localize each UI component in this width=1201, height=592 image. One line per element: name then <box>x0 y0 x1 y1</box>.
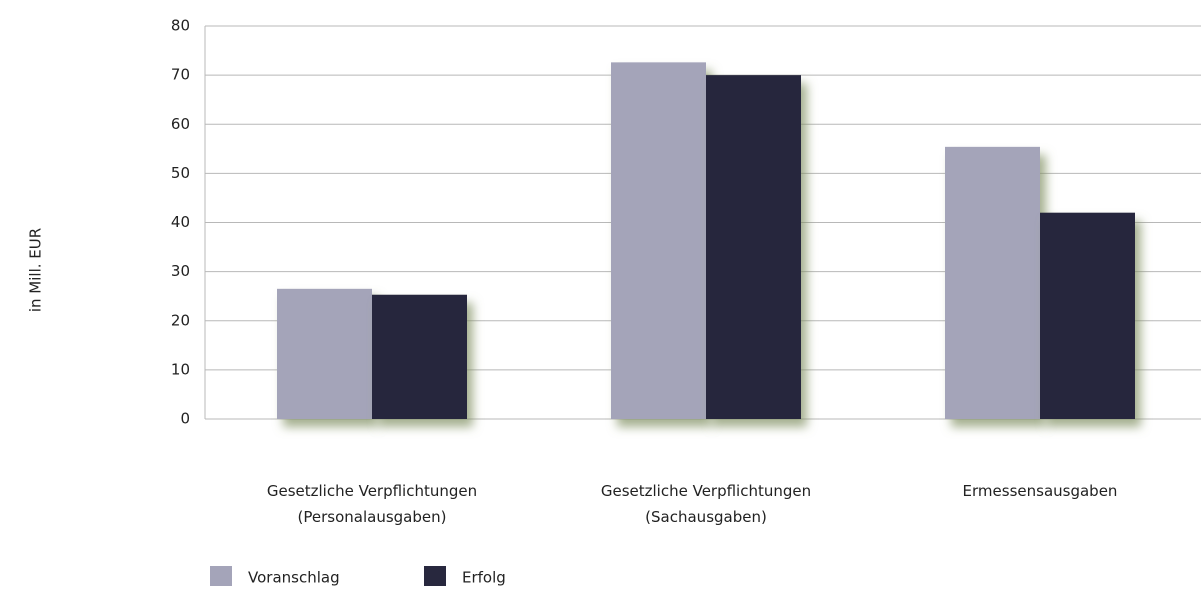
y-tick-label: 0 <box>180 410 190 428</box>
y-axis-label: in Mill. EUR <box>27 228 45 312</box>
x-tick-label: Ermessensausgaben <box>962 482 1118 500</box>
y-tick-label: 50 <box>171 164 190 182</box>
x-tick-label: Gesetzliche Verpflichtungen (Personalaus… <box>266 482 478 526</box>
legend-swatch <box>424 566 446 586</box>
y-tick-label: 20 <box>171 311 190 329</box>
y-tick-label: 40 <box>171 213 190 231</box>
y-tick-label: 80 <box>171 17 190 35</box>
bar <box>372 294 467 419</box>
bar <box>1040 212 1135 419</box>
bar <box>706 75 801 419</box>
legend-swatch <box>210 566 232 586</box>
bar <box>277 288 372 419</box>
y-tick-label: 70 <box>171 66 190 84</box>
bar <box>945 146 1040 419</box>
legend-label: Voranschlag <box>248 569 340 587</box>
x-tick-label: Gesetzliche Verpflichtungen (Sachausgabe… <box>600 482 812 526</box>
bar <box>611 62 706 419</box>
y-tick-label: 30 <box>171 262 190 280</box>
y-tick-label: 60 <box>171 115 190 133</box>
y-tick-label: 10 <box>171 360 190 378</box>
legend-label: Erfolg <box>462 569 506 587</box>
